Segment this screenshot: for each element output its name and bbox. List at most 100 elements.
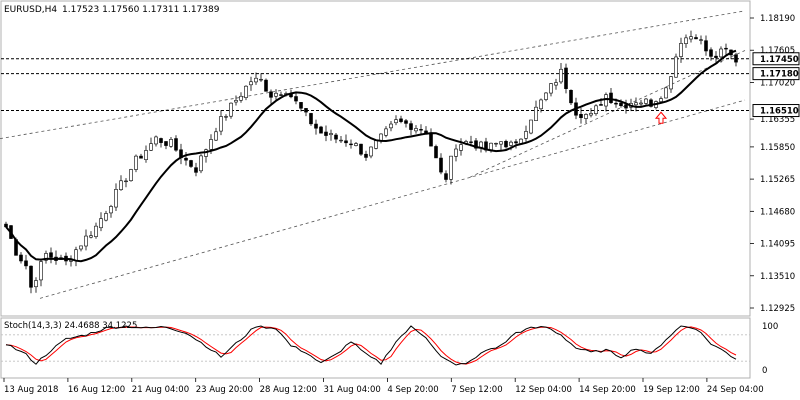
time-tick-label: 24 Sep 04:00 <box>707 385 764 395</box>
candle-body <box>39 261 43 281</box>
candle-body <box>479 141 483 148</box>
candle-body <box>599 104 603 106</box>
candle-body <box>214 131 218 141</box>
candle-body <box>154 136 158 145</box>
candle-body <box>544 92 548 100</box>
symbol-label: EURUSD,H4 <box>4 5 57 15</box>
trend-channel <box>0 10 746 299</box>
candle-body <box>369 146 373 157</box>
candle-body <box>74 249 78 261</box>
candle-body <box>349 143 353 146</box>
candle-body <box>99 218 103 229</box>
candle-body <box>139 155 143 159</box>
time-tick-label: 28 Aug 12:00 <box>260 385 317 395</box>
candle-body <box>159 138 163 143</box>
candle-body <box>429 133 433 147</box>
candle-body <box>624 104 628 109</box>
candle-body <box>199 155 203 172</box>
candle-body <box>219 116 223 132</box>
candle-body <box>689 36 693 40</box>
candle-body <box>554 82 558 86</box>
candle-body <box>24 260 28 267</box>
candle-body <box>164 141 168 146</box>
stoch-panel-frame <box>0 317 751 379</box>
candle-body <box>699 39 703 41</box>
stoch-tick-label: 100 <box>762 322 778 332</box>
candle-body <box>299 102 303 109</box>
candle-body <box>589 113 593 116</box>
candle-body <box>84 235 88 247</box>
candle-body <box>474 140 478 149</box>
candle-body <box>329 133 333 136</box>
candle-body <box>224 116 228 118</box>
candle-body <box>494 142 498 145</box>
time-tick-label: 12 Sep 04:00 <box>515 385 572 395</box>
candle-body <box>194 167 198 173</box>
candle-body <box>419 129 423 131</box>
stochastic-oscillator: 100 0 <box>1 322 778 376</box>
candle-body <box>594 105 598 114</box>
candle-body <box>634 102 638 106</box>
candle-body <box>449 155 453 180</box>
candle-body <box>389 123 393 129</box>
candle-body <box>584 114 588 119</box>
candle-body <box>559 68 563 83</box>
candle-body <box>254 77 258 83</box>
candle-body <box>264 79 268 92</box>
price-tick-label: 1.15265 <box>760 175 795 185</box>
stoch-main-line <box>5 325 737 366</box>
price-tick-label: 1.16355 <box>760 115 795 125</box>
candle-body <box>604 94 608 107</box>
moving-average-line <box>5 49 737 263</box>
candle-body <box>234 100 238 103</box>
level-price-badge <box>752 67 800 81</box>
candle-body <box>129 169 133 182</box>
candle-body <box>614 102 618 105</box>
candle-body <box>44 253 48 261</box>
candle-body <box>279 94 283 96</box>
moving-average <box>5 49 737 263</box>
candle-body <box>189 160 193 167</box>
candle-body <box>114 189 118 208</box>
time-tick-label: 13 Aug 2018 <box>4 385 58 395</box>
candle-body <box>514 141 518 144</box>
candle-body <box>454 148 458 157</box>
candle-body <box>304 108 308 113</box>
time-tick-label: 21 Aug 04:00 <box>132 385 189 395</box>
candle-body <box>664 87 668 99</box>
candle-body <box>239 95 243 101</box>
candle-body <box>619 102 623 106</box>
candle-body <box>334 134 338 140</box>
candle-body <box>404 120 408 124</box>
candle-body <box>49 252 53 258</box>
candle-body <box>409 123 413 130</box>
candle-body <box>534 106 538 121</box>
candle-body <box>679 43 683 57</box>
candle-body <box>719 48 723 58</box>
price-tick-label: 1.18190 <box>760 14 795 24</box>
candle-body <box>694 37 698 40</box>
candle-body <box>309 113 313 125</box>
candle-body <box>644 98 648 104</box>
candle-body <box>124 180 128 183</box>
candle-body <box>529 119 533 134</box>
candle-body <box>539 99 543 110</box>
candle-body <box>684 37 688 44</box>
candle-body <box>444 173 448 180</box>
candle-body <box>249 81 253 86</box>
candle-body <box>244 85 248 98</box>
level-price-label: 1.17450 <box>760 55 799 65</box>
candle-body <box>359 143 363 155</box>
candle-body <box>274 92 278 97</box>
candle-body <box>674 56 678 78</box>
price-tick-label: 1.17605 <box>760 46 795 56</box>
time-axis: 13 Aug 2018 16 Aug 12:00 21 Aug 04:00 23 Au… <box>3 378 764 395</box>
level-price-badge <box>752 104 800 118</box>
candle-body <box>354 143 358 146</box>
candle-body <box>169 139 173 147</box>
candle-body <box>509 141 513 146</box>
up-arrow-shape <box>654 111 668 124</box>
channel-inner-line <box>469 50 746 178</box>
candle-body <box>414 128 418 132</box>
candle-body <box>34 280 38 288</box>
